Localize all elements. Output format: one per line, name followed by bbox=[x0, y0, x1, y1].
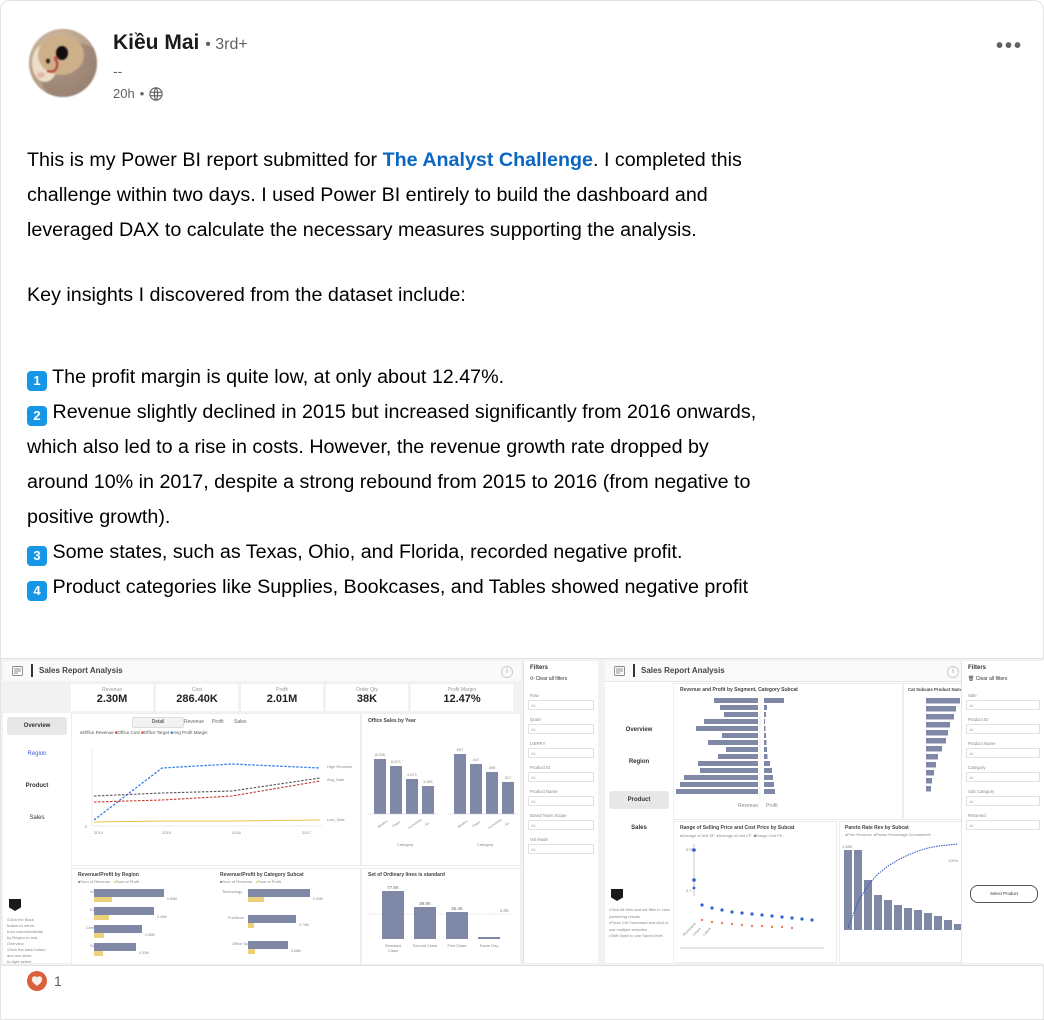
svg-text:First Class: First Class bbox=[448, 943, 467, 948]
svg-text:Revenue: Revenue bbox=[738, 803, 758, 809]
svg-text:Labels: Labels bbox=[702, 926, 712, 936]
svg-text:3,581: 3,581 bbox=[423, 779, 434, 784]
svg-text:2015: 2015 bbox=[162, 830, 172, 835]
svg-text:2017: 2017 bbox=[302, 830, 312, 835]
svg-text:2016: 2016 bbox=[232, 830, 242, 835]
svg-text:Profit: Profit bbox=[766, 803, 778, 809]
svg-text:6,871: 6,871 bbox=[391, 759, 402, 764]
svg-text:Avg_Sale: Avg_Sale bbox=[327, 777, 345, 782]
svg-text:39.8K: 39.8K bbox=[419, 901, 431, 906]
svg-text:4,871: 4,871 bbox=[407, 772, 418, 777]
svg-text:4.7: 4.7 bbox=[686, 888, 692, 893]
svg-text:378: 378 bbox=[686, 847, 693, 852]
svg-text:317: 317 bbox=[505, 775, 512, 780]
svg-text:77.5K: 77.5K bbox=[387, 885, 399, 890]
svg-text:Second Class: Second Class bbox=[413, 943, 438, 948]
svg-text:398: 398 bbox=[489, 765, 496, 770]
svg-text:2014: 2014 bbox=[94, 830, 104, 835]
svg-text:Class: Class bbox=[388, 948, 398, 953]
svg-text:Chairs: Chairs bbox=[692, 927, 702, 937]
svg-text:35.4K: 35.4K bbox=[451, 906, 463, 911]
svg-text:1.0K: 1.0K bbox=[500, 908, 509, 913]
svg-text:657: 657 bbox=[457, 747, 464, 752]
svg-text:Same Day: Same Day bbox=[480, 943, 499, 948]
svg-text:0: 0 bbox=[85, 824, 88, 829]
svg-text:Low_Sale: Low_Sale bbox=[327, 817, 345, 822]
svg-text:High Revenue: High Revenue bbox=[327, 764, 353, 769]
svg-text:100%: 100% bbox=[948, 858, 959, 863]
svg-text:447: 447 bbox=[473, 757, 480, 762]
svg-text:1,586: 1,586 bbox=[842, 844, 853, 849]
svg-text:8,026: 8,026 bbox=[375, 752, 386, 757]
